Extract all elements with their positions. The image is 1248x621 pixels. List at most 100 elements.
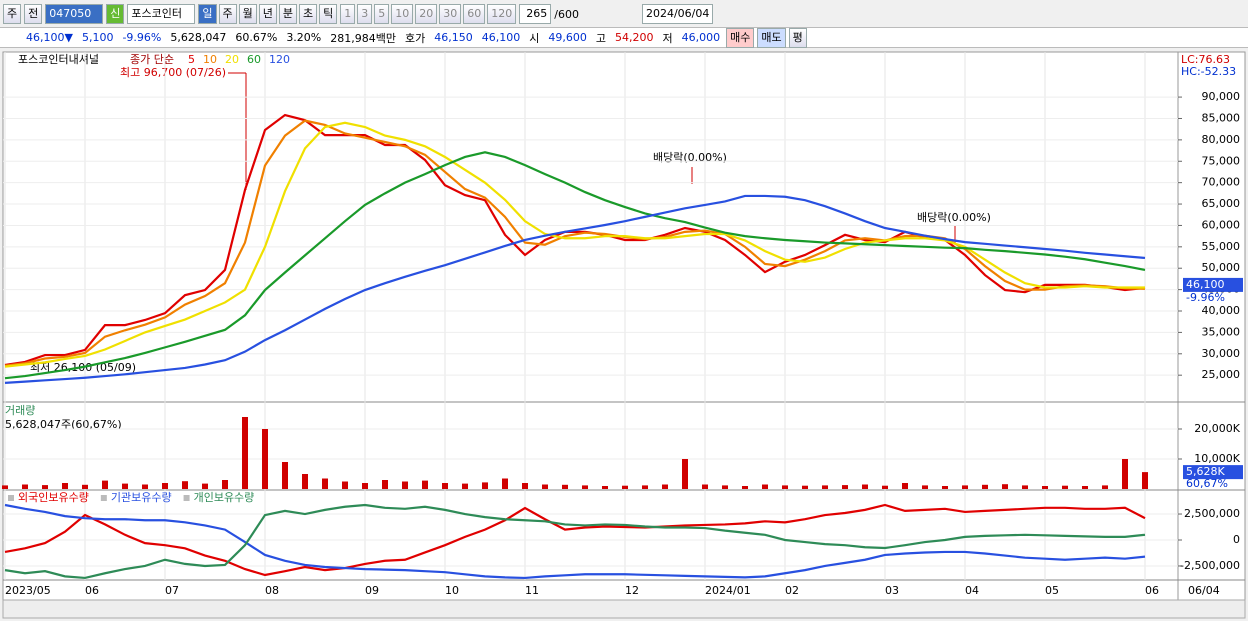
current-volume-pct: 60,67%	[1186, 477, 1228, 490]
interval[interactable]: 년	[258, 4, 277, 24]
current-price-box	[1183, 277, 1243, 292]
count[interactable]: 1	[340, 4, 356, 24]
interval[interactable]: 일	[198, 4, 217, 24]
volume-bar	[242, 417, 248, 489]
volume-bar	[662, 484, 668, 489]
y-tick-label: -2,500,000	[1180, 559, 1240, 572]
volume-bar	[2, 485, 8, 489]
interval[interactable]: 틱	[319, 4, 338, 24]
axis-bg	[1177, 51, 1246, 603]
y-tick-label: 35,000	[1202, 325, 1241, 338]
avg-button[interactable]: 평	[788, 27, 807, 48]
view-count[interactable]: 265	[519, 4, 552, 24]
series-line	[4, 121, 1145, 368]
volume-bar	[622, 485, 628, 489]
prev[interactable]: 전	[24, 4, 43, 24]
volume-bar	[642, 485, 648, 489]
count[interactable]: 60	[463, 4, 486, 24]
volume-bar	[802, 485, 808, 489]
volume-bar	[1002, 484, 1008, 489]
legend-entry: 120	[269, 53, 290, 66]
volume-bar	[82, 484, 88, 489]
amount: 281,984백만	[330, 31, 396, 45]
volume-bar	[762, 484, 768, 489]
volume-bar	[782, 485, 788, 489]
volume-bar	[362, 483, 368, 489]
count[interactable]: 3	[357, 4, 373, 24]
volume-bar	[502, 478, 508, 489]
series-line	[4, 503, 1146, 577]
volume: 5,628,047	[170, 31, 227, 44]
interval[interactable]: 초	[299, 4, 318, 24]
y-tick-label: 60,000	[1202, 218, 1241, 231]
current-volume-box	[1183, 465, 1243, 480]
volume-bar	[1102, 485, 1108, 489]
legend-entry: 기관보유수량	[111, 491, 172, 504]
interval[interactable]: 분	[278, 4, 297, 24]
y-tick-label: 10,000K	[1194, 452, 1240, 465]
legend-entry: 개인보유수량	[194, 491, 255, 504]
scrollbar[interactable]	[2, 599, 1246, 619]
volume-bar	[1062, 485, 1068, 489]
volume-bar	[282, 462, 288, 489]
code-input[interactable]: 047050	[45, 4, 104, 24]
legend-entry: 60	[247, 53, 261, 66]
annotation-dividend: 배당락(0.00%)	[917, 211, 991, 224]
volume-bar	[682, 459, 688, 489]
volume-bar	[222, 480, 228, 489]
volume-bar	[1122, 459, 1128, 489]
y-tick-label: 50,000	[1202, 261, 1241, 274]
x-tick-label: 02	[785, 584, 799, 597]
interval[interactable]: 월	[238, 4, 257, 24]
volume-bar	[882, 485, 888, 489]
volume-bar	[402, 481, 408, 489]
x-end-label: 06/04	[1188, 584, 1220, 597]
sell-button[interactable]: 매도	[757, 27, 786, 48]
volume-bar	[1042, 486, 1048, 489]
quote-label: 호가	[405, 31, 426, 45]
y-tick-label: 90,000	[1202, 90, 1241, 103]
turnover: 3.20%	[286, 31, 322, 44]
x-tick-label: 03	[885, 584, 899, 597]
volume-bar	[982, 484, 988, 489]
change: 5,100	[81, 31, 114, 44]
current-volume: 5,628K	[1186, 465, 1225, 478]
count[interactable]: 5	[374, 4, 390, 24]
volume-bar	[582, 485, 588, 489]
legend-swatch	[8, 495, 14, 501]
y-tick-label: 65,000	[1202, 197, 1241, 210]
buy-button[interactable]: 매수	[726, 27, 755, 48]
counts: 1 3 5 10 20 30 60 120	[340, 4, 517, 24]
interval[interactable]: 주	[218, 4, 237, 24]
volume-bar	[442, 483, 448, 489]
bid: 46,100	[481, 31, 521, 44]
volume-bar	[1082, 486, 1088, 489]
y-tick-label: 85,000	[1202, 111, 1241, 124]
legend-swatch	[183, 495, 190, 501]
quote-bar: 46,100▼ 5,100 -9.96% 5,628,047 60.67% 3.…	[0, 27, 1248, 48]
count[interactable]: 120	[487, 4, 517, 24]
y-tick-label: 80,000	[1202, 133, 1241, 146]
annotation-high: 최고 96,700 (07/26)	[120, 66, 226, 79]
volume-bar	[182, 481, 188, 489]
price: 46,100▼	[26, 31, 73, 44]
date[interactable]: 2024/06/04	[641, 4, 714, 24]
x-tick-label: 04	[965, 584, 979, 597]
x-tick-label: 2023/05	[5, 584, 51, 597]
legend-entry: 외국인보유수량	[18, 491, 89, 504]
volume-bar	[142, 484, 148, 489]
count[interactable]: 20	[415, 4, 438, 24]
x-tick-label: 09	[365, 584, 379, 597]
volume-bar	[22, 484, 28, 489]
count[interactable]: 10	[391, 4, 414, 24]
volume-bar	[902, 483, 908, 489]
period[interactable]: 주	[3, 4, 22, 24]
volume-bar	[482, 482, 488, 489]
count[interactable]: 30	[439, 4, 462, 24]
high: 54,200	[615, 31, 654, 44]
x-tick-label: 12	[625, 584, 639, 597]
volume-bar	[522, 483, 528, 489]
